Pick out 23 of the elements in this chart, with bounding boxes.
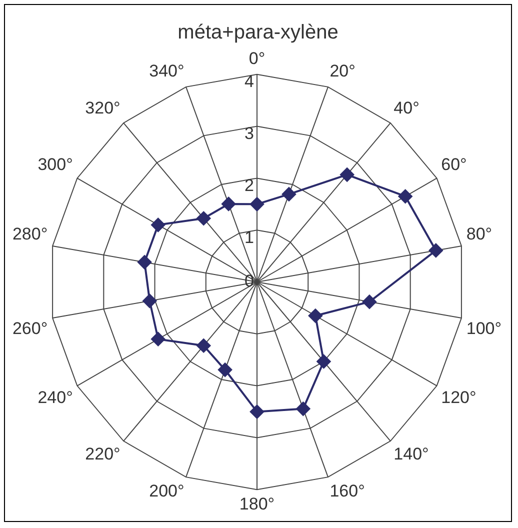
spoke-label: 240°	[38, 388, 73, 408]
spoke-label: 320°	[85, 98, 120, 118]
y-tick-label: 1	[244, 228, 254, 247]
spoke-label: 0°	[248, 48, 266, 68]
spoke-label: 300°	[38, 155, 73, 174]
spoke-label: 120°	[441, 388, 476, 408]
spoke-label: 220°	[85, 444, 120, 464]
y-tick-label: 3	[244, 124, 254, 143]
spoke-label: 80°	[466, 224, 492, 244]
spoke-label: 160°	[330, 482, 365, 501]
spoke-label: 200°	[149, 482, 184, 501]
spoke-label: 20°	[330, 62, 356, 81]
spoke-label: 60°	[441, 155, 467, 174]
chart-title: méta+para-xylène	[178, 22, 338, 44]
y-tick-label: 2	[244, 176, 254, 195]
spoke-label: 180°	[239, 494, 275, 514]
spoke-label: 140°	[394, 444, 429, 464]
spoke-label: 260°	[12, 318, 48, 338]
spoke-label: 280°	[12, 224, 48, 244]
spoke-label: 40°	[394, 98, 420, 118]
spoke-label: 100°	[466, 318, 502, 338]
y-tick-label: 4	[244, 72, 254, 92]
spoke-label: 340°	[149, 62, 184, 81]
